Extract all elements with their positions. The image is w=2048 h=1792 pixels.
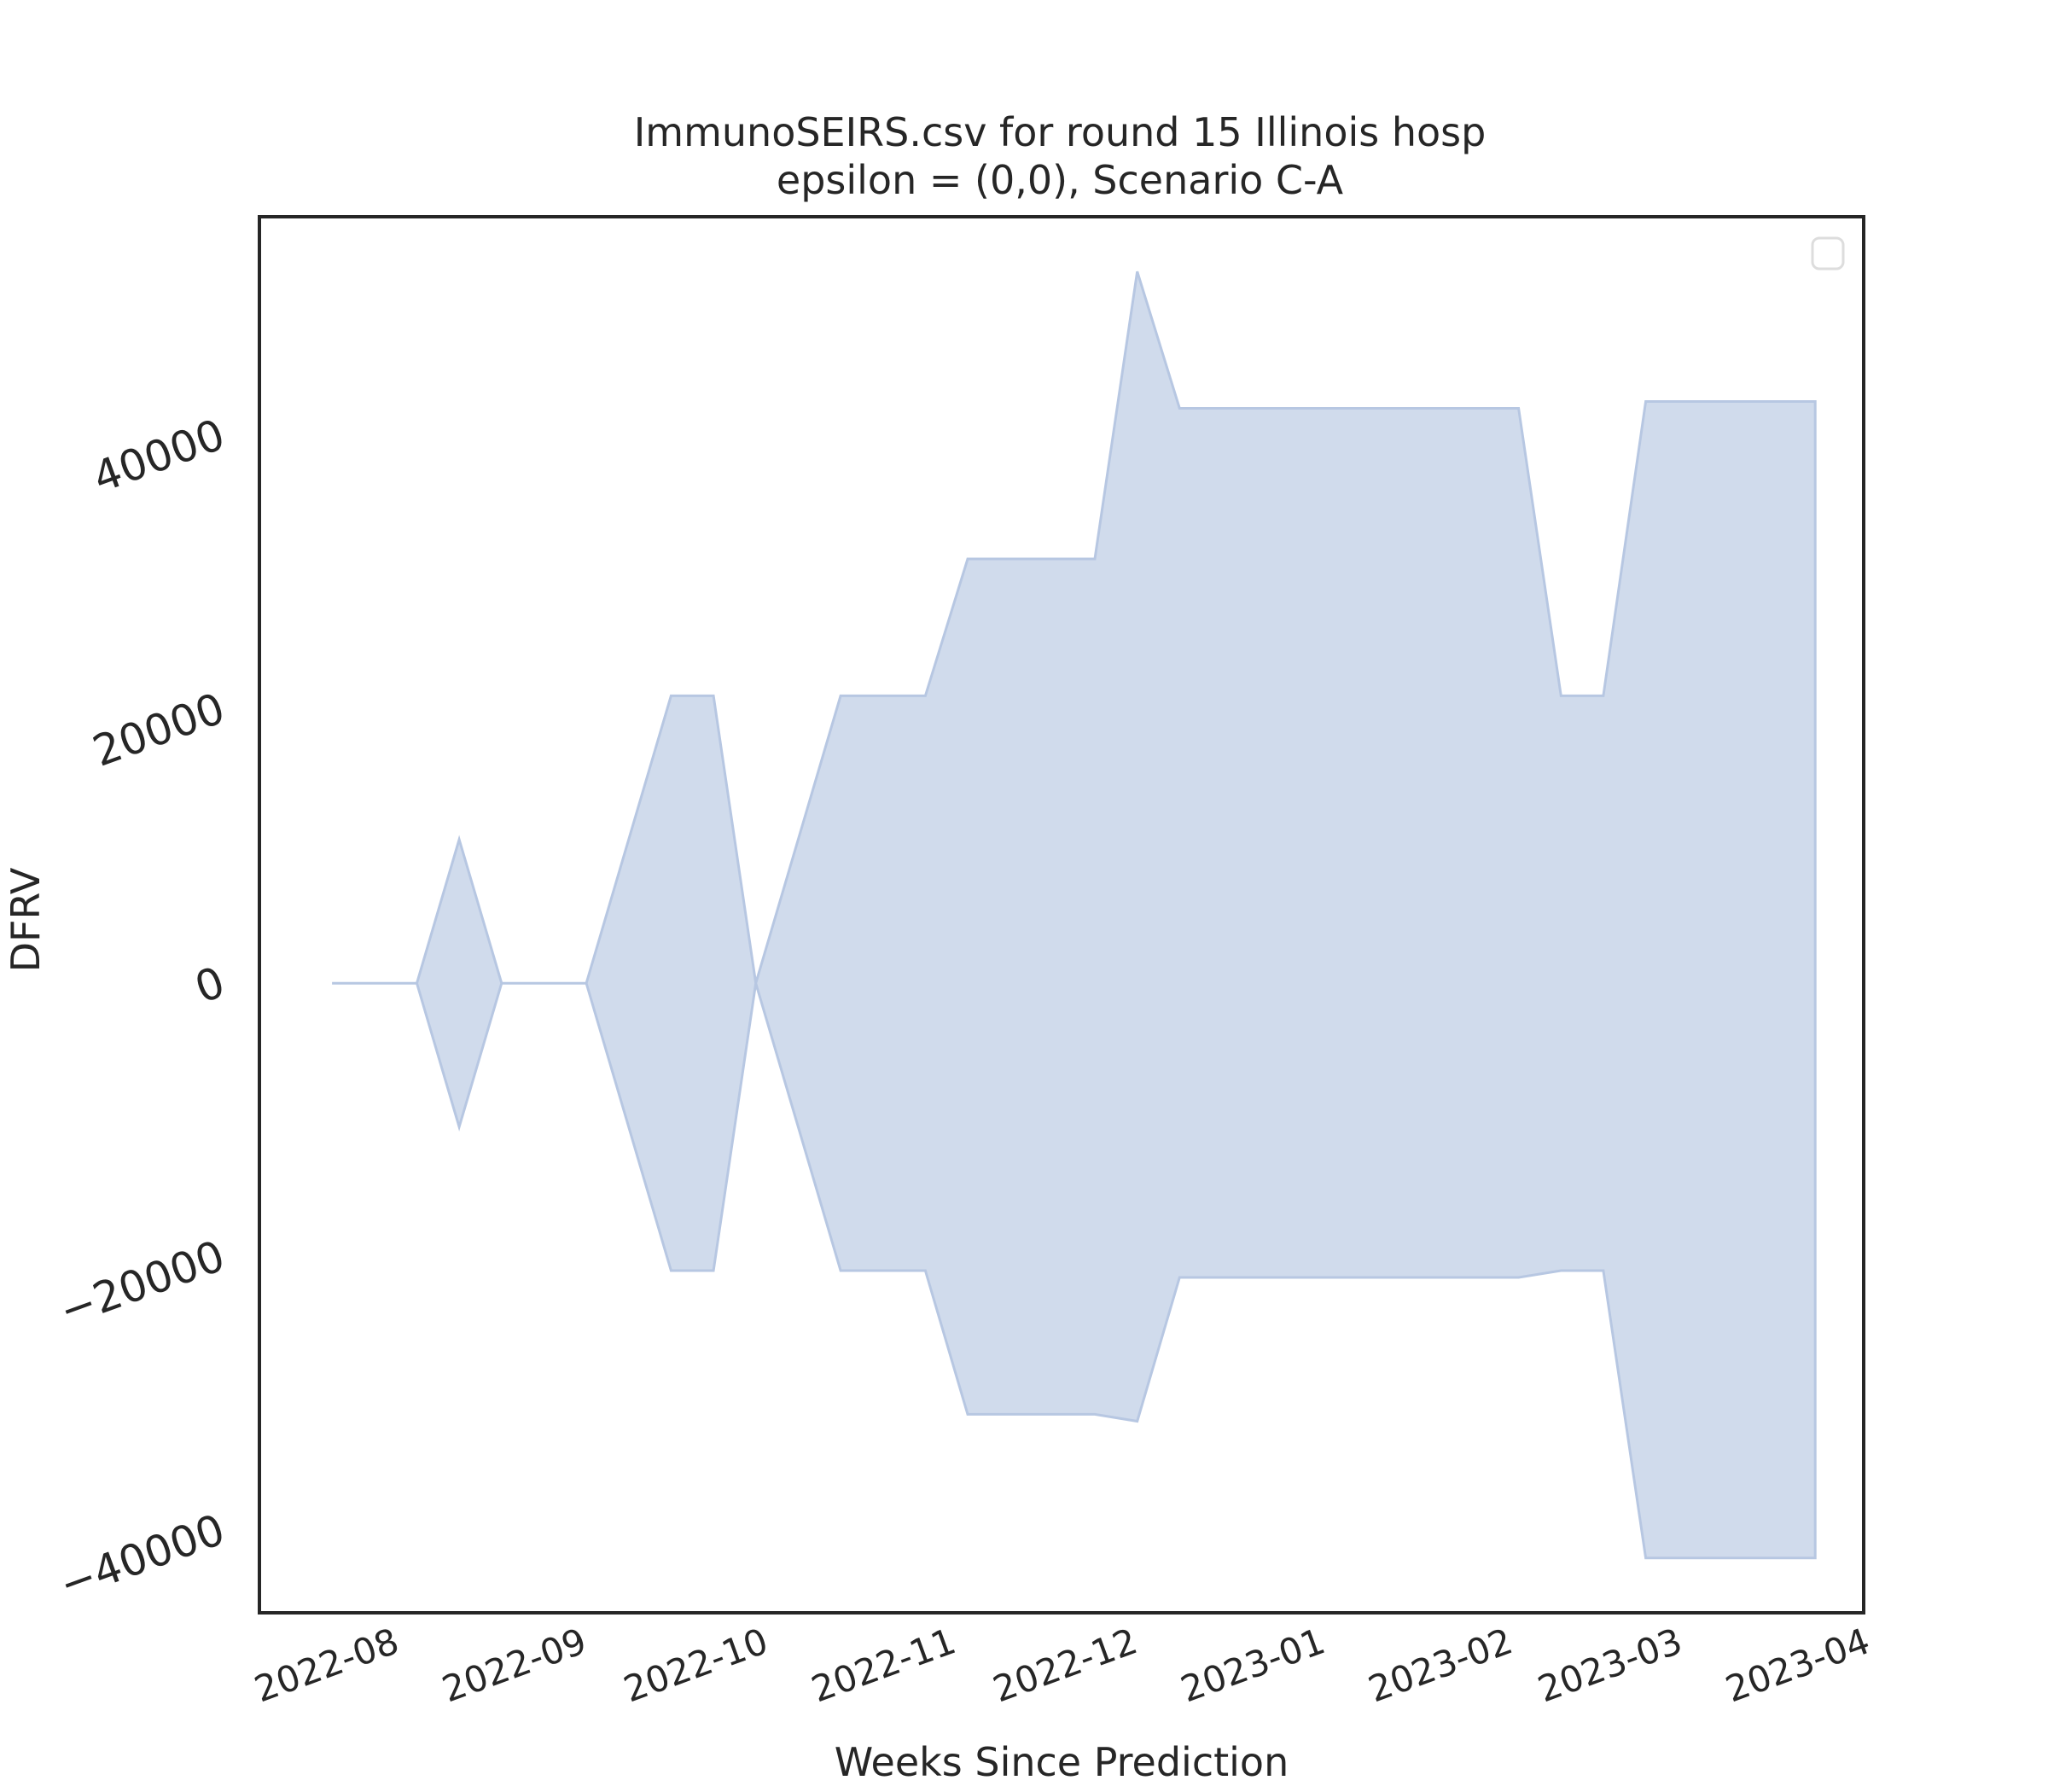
x-tick-label: 2023-04 (1720, 1620, 1876, 1710)
x-tick-label: 2023-01 (1175, 1620, 1330, 1710)
legend-box (1811, 236, 1845, 271)
x-tick-label: 2022-12 (987, 1620, 1143, 1710)
x-tick-label: 2022-08 (249, 1620, 404, 1710)
y-tick-label: −20000 (53, 1231, 231, 1335)
y-tick-label: 20000 (86, 684, 230, 777)
y-tick-label: 0 (189, 957, 231, 1013)
y-tick-label: −40000 (53, 1504, 231, 1609)
y-tick-labels: −40000 −20000 0 20000 40000 (53, 410, 231, 1609)
x-tick-label: 2023-03 (1533, 1620, 1688, 1710)
uncertainty-band (332, 271, 1817, 1560)
y-tick-label: 40000 (86, 410, 230, 503)
x-tick-labels: 2022-08 2022-09 2022-10 2022-11 2022-12 2023-… (249, 1620, 1876, 1710)
chart-title-line1: ImmunoSEIRS.csv for round 15 Illinois ho… (634, 109, 1487, 155)
x-tick-label: 2022-11 (806, 1620, 962, 1710)
chart-title-line2: epsilon = (0,0), Scenario C-A (777, 157, 1344, 203)
x-tick-label: 2023-02 (1363, 1620, 1518, 1710)
y-axis-label: DFRV (3, 867, 49, 972)
x-tick-label: 2022-10 (619, 1620, 774, 1710)
band-layer (332, 271, 1817, 1560)
x-tick-label: 2022-09 (437, 1620, 592, 1710)
x-axis-label: Weeks Since Prediction (835, 1739, 1289, 1785)
